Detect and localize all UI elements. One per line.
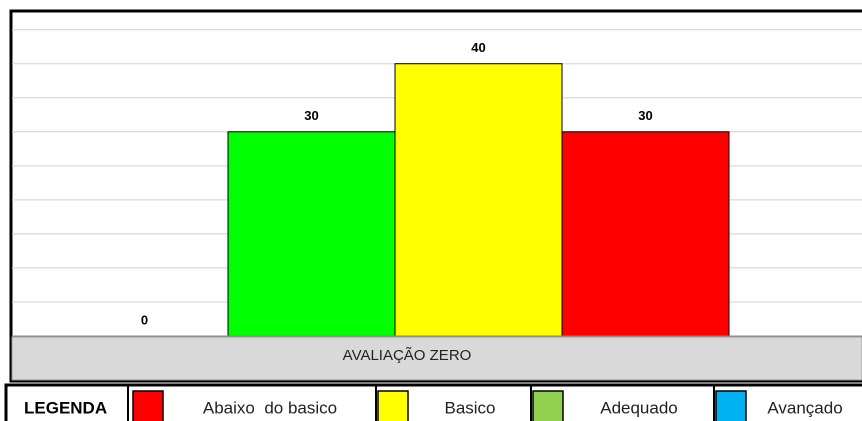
data-label: 30 xyxy=(304,108,318,123)
legend-label: Adequado xyxy=(600,398,678,417)
legend-swatch xyxy=(715,390,747,421)
data-label: 0 xyxy=(141,312,148,327)
legend-swatch xyxy=(132,390,164,421)
legend-swatch xyxy=(532,390,564,421)
bar xyxy=(561,131,730,337)
bar xyxy=(227,131,396,337)
legend-title: LEGENDA xyxy=(24,398,107,417)
data-label: 30 xyxy=(638,108,652,123)
bar xyxy=(394,63,563,337)
data-label: 40 xyxy=(471,40,485,55)
legend-label: Basico xyxy=(444,398,495,417)
category-band xyxy=(11,336,862,381)
legend-swatch xyxy=(377,390,409,421)
legend-label: Abaixo do basico xyxy=(203,398,337,417)
x-tick-label: AVALIAÇÃO ZERO xyxy=(343,347,472,364)
legend-label: Avançado xyxy=(767,398,842,417)
